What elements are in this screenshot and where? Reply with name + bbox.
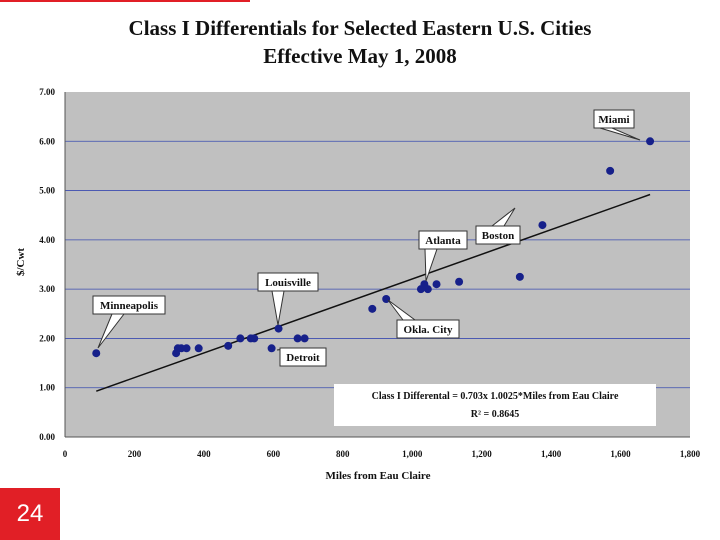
callout-detroit: Detroit: [276, 347, 327, 367]
x-tick-label: 1,200: [472, 449, 493, 459]
callout-box: [418, 230, 468, 250]
y-tick-label: 0.00: [39, 432, 55, 442]
data-point: [423, 285, 432, 294]
callout-box: [92, 295, 166, 315]
data-point: [455, 277, 464, 286]
top-accent-rule: [0, 0, 250, 2]
data-point: [646, 137, 655, 146]
x-tick-label: 1,000: [402, 449, 423, 459]
data-point: [250, 334, 259, 343]
callout-box: [475, 225, 521, 245]
data-point: [515, 272, 524, 281]
chart-subtitle: Effective May 1, 2008: [263, 44, 457, 68]
x-tick-label: 1,600: [610, 449, 631, 459]
callout-box: [257, 272, 319, 292]
callout-label: Louisville: [265, 277, 311, 289]
callout-label: Boston: [482, 230, 514, 242]
r-squared-value: R² = 0.8645: [471, 409, 519, 420]
callout-okla-city: Okla. City: [387, 299, 460, 339]
callout-label: Detroit: [286, 352, 320, 364]
x-tick-label: 600: [267, 449, 281, 459]
data-point: [274, 324, 283, 333]
plot-area: [65, 92, 690, 437]
x-axis-label: Miles from Eau Claire: [326, 470, 431, 482]
x-tick-label: 0: [63, 449, 68, 459]
equation-box: Class I Differental = 0.703x 1.0025*Mile…: [334, 384, 656, 426]
y-tick-label: 3.00: [39, 284, 55, 294]
callout-box: [593, 109, 635, 129]
slide-number: 24: [0, 488, 60, 540]
x-tick-label: 1,400: [541, 449, 562, 459]
y-axis-label: $/Cwt: [15, 248, 27, 276]
y-tick-labels: 0.00 1.00 2.00 3.00 4.00 5.00 6.00 7.00: [39, 87, 55, 442]
data-point: [300, 334, 309, 343]
x-tick-label: 1,800: [680, 449, 701, 459]
data-point: [236, 334, 245, 343]
callout-atlanta: Atlanta: [418, 230, 468, 282]
callout-minneapolis: Minneapolis: [92, 295, 166, 349]
callout-label: Minneapolis: [100, 300, 159, 312]
data-point: [293, 334, 302, 343]
callout-boston: Boston: [475, 207, 521, 245]
x-tick-label: 800: [336, 449, 350, 459]
x-tick-labels: 0 200 400 600 800 1,000 1,200 1,400 1,600 1,800: [63, 449, 701, 459]
data-point: [224, 341, 233, 350]
x-tick-label: 400: [197, 449, 211, 459]
chart-title: Class I Differentials for Selected Easte…: [128, 16, 592, 40]
callout-louisville: Louisville: [257, 272, 319, 326]
data-point: [606, 166, 615, 175]
data-point: [432, 280, 441, 289]
data-point: [368, 304, 377, 313]
y-tick-label: 5.00: [39, 186, 55, 196]
data-point: [267, 344, 276, 353]
y-tick-label: 6.00: [39, 136, 55, 146]
y-tick-label: 4.00: [39, 235, 55, 245]
callout-label: Atlanta: [425, 235, 461, 247]
callout-box: [396, 319, 460, 339]
city-callouts: Miami Boston Atlanta Louisville Minneapolis O…: [92, 109, 641, 367]
y-tick-label: 1.00: [39, 383, 55, 393]
y-tick-label: 7.00: [39, 87, 55, 97]
data-point: [92, 349, 101, 358]
callout-miami: Miami: [593, 109, 641, 141]
data-point: [182, 344, 191, 353]
callout-label: Okla. City: [404, 324, 453, 336]
callout-box: [279, 347, 327, 367]
regression-equation: Class I Differental = 0.703x 1.0025*Mile…: [372, 391, 619, 402]
trend-line: [95, 193, 651, 392]
callout-label: Miami: [598, 114, 629, 126]
data-point: [194, 344, 203, 353]
y-tick-label: 2.00: [39, 333, 55, 343]
data-point: [538, 221, 547, 230]
x-tick-label: 200: [128, 449, 142, 459]
